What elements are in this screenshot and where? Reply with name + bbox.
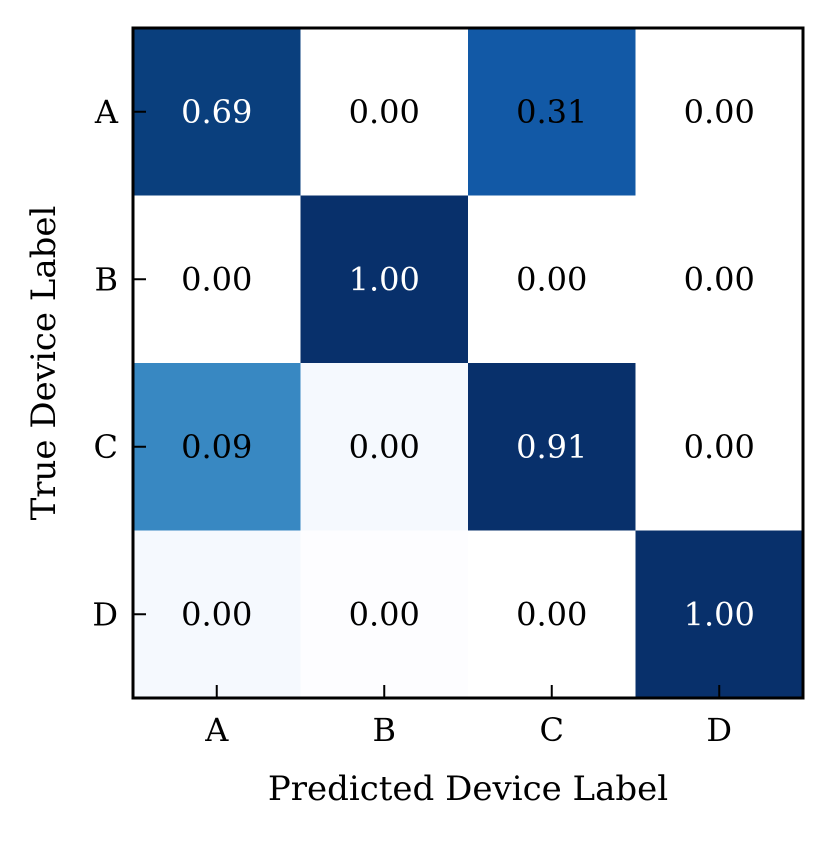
heatmap-cell-a-d (635, 28, 804, 196)
y-tick-label: D (92, 595, 118, 633)
cell-value-label: 0.00 (349, 93, 420, 131)
heatmap-cell-c-c (468, 363, 636, 531)
heatmap-cell-b-a (133, 195, 301, 364)
cell-value-label: 0.00 (349, 428, 420, 466)
y-tick-label: C (94, 428, 118, 466)
heatmap-cell-d-a (133, 530, 301, 699)
plot-frame (131, 26, 805, 700)
heatmap-cell-labels: 0.69 0.00 0.31 0.00 0.00 1.00 0.00 0.00 0.09 0.00… (181, 93, 755, 634)
cell-value-label: 1.00 (684, 595, 755, 633)
heatmap-cell-b-b (300, 195, 469, 364)
cell-value-label: 0.00 (181, 260, 252, 298)
heatmap-cell-c-d (635, 363, 804, 531)
cell-value-label: 0.31 (516, 93, 587, 131)
heatmap-cell-a-c (468, 28, 636, 196)
y-axis-label: True Device Label (24, 206, 64, 521)
cell-value-label: 0.69 (181, 93, 252, 131)
cell-value-label: 0.00 (516, 595, 587, 633)
heatmap-cell-a-a (133, 28, 301, 196)
cell-value-label: 0.00 (684, 260, 755, 298)
x-tick-label: D (706, 711, 732, 749)
heatmap-cell-a-b (300, 28, 469, 196)
cell-value-label: 0.00 (684, 93, 755, 131)
y-axis-ticks: A B C D (92, 93, 146, 633)
heatmap-cell-d-b (300, 530, 469, 699)
cell-value-label: 0.00 (181, 595, 252, 633)
x-axis-ticks: A B C D (204, 685, 732, 749)
y-tick-label: A (94, 93, 119, 131)
heatmap-cell-b-c (468, 195, 636, 364)
heatmap-cell-c-b (300, 363, 469, 531)
cell-value-label: 1.00 (349, 260, 420, 298)
x-tick-label: C (540, 711, 564, 749)
cell-value-label: 0.00 (349, 595, 420, 633)
heatmap-cells (133, 28, 804, 699)
x-tick-label: B (372, 711, 396, 749)
x-axis-label: Predicted Device Label (268, 769, 668, 809)
x-tick-label: A (204, 711, 229, 749)
cell-value-label: 0.00 (516, 260, 587, 298)
cell-value-label: 0.00 (684, 428, 755, 466)
cell-value-label: 0.09 (181, 428, 252, 466)
heatmap-cell-d-d (635, 530, 804, 699)
cell-value-label: 0.91 (516, 428, 587, 466)
y-tick-label: B (94, 260, 118, 298)
heatmap-cell-c-a (133, 363, 301, 531)
heatmap-cell-b-d (635, 195, 804, 364)
heatmap-cell-d-c (468, 530, 636, 699)
